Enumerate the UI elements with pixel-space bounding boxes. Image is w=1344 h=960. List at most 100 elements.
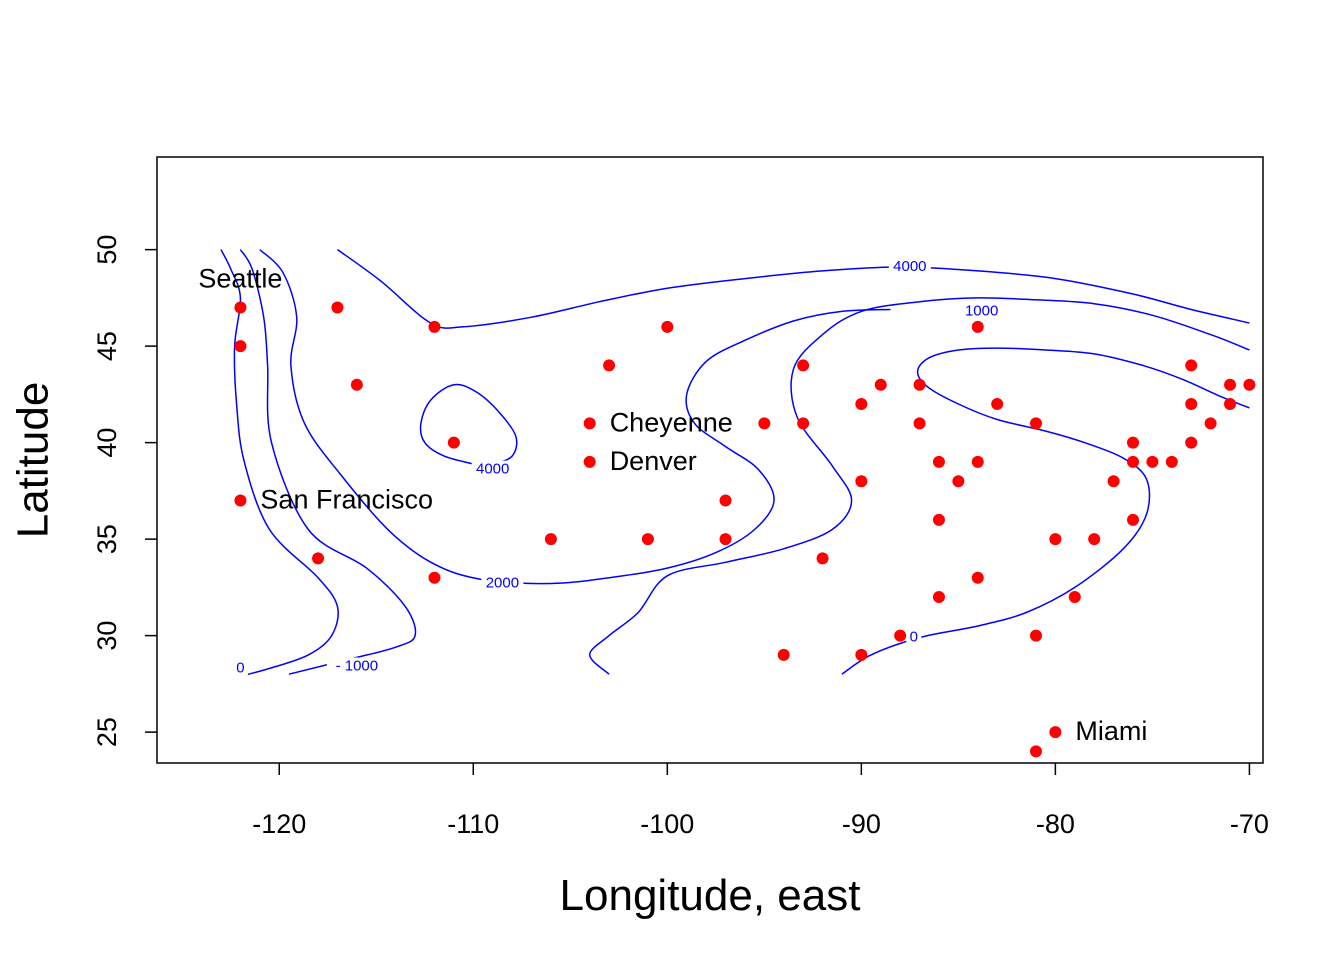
- data-point: [1185, 359, 1198, 372]
- contour-label: 0: [236, 659, 244, 676]
- data-point: [874, 378, 887, 391]
- data-point: [1049, 726, 1062, 739]
- contour-label: 2000: [486, 574, 519, 591]
- x-tick-label: -70: [1230, 809, 1269, 839]
- contour-label-background: [232, 659, 248, 678]
- contour-line-1000: [239, 249, 417, 675]
- city-label: Seattle: [198, 264, 282, 294]
- data-point: [1107, 475, 1120, 488]
- y-tick-label: 25: [92, 717, 122, 747]
- contour-line-2000: [259, 249, 891, 585]
- data-point: [234, 494, 247, 507]
- data-point: [1126, 513, 1139, 526]
- data-point: [1049, 533, 1062, 546]
- x-axis-title: Longitude, east: [560, 871, 861, 920]
- x-tick-label: -120: [252, 809, 306, 839]
- data-point: [797, 417, 810, 430]
- data-point: [932, 455, 945, 468]
- y-tick-label: 45: [92, 331, 122, 361]
- data-point: [855, 398, 868, 411]
- data-point: [913, 378, 926, 391]
- city-label: Miami: [1075, 716, 1147, 746]
- contour-label: 0: [910, 629, 918, 646]
- contour-label: - 1000: [336, 657, 379, 674]
- contour-label: 1000: [965, 302, 998, 319]
- data-point: [544, 533, 557, 546]
- data-point: [991, 398, 1004, 411]
- city-label: Cheyenne: [610, 407, 733, 437]
- y-axis-title: Latitude: [9, 382, 58, 539]
- contour-label-background: [326, 657, 387, 676]
- contour-label-background: [888, 258, 931, 277]
- data-point: [583, 455, 596, 468]
- data-point: [719, 533, 732, 546]
- x-axis: -120 -110 -100 -90 -80 -70: [252, 763, 1269, 839]
- contour-label-background: [481, 574, 524, 593]
- data-point: [1224, 378, 1237, 391]
- data-point: [719, 494, 732, 507]
- city-labels: Seattle San Francisco Cheyenne Denver Miami: [198, 264, 1147, 747]
- data-point: [447, 436, 460, 449]
- data-point: [1204, 417, 1217, 430]
- contour-label-background: [471, 460, 514, 479]
- data-point: [952, 475, 965, 488]
- data-point: [894, 629, 907, 642]
- y-tick-label: 50: [92, 235, 122, 265]
- contour-lines: [220, 248, 1250, 677]
- data-point: [234, 301, 247, 314]
- y-tick-label: 30: [92, 621, 122, 651]
- data-point: [758, 417, 771, 430]
- data-point: [816, 552, 829, 565]
- data-point: [1165, 455, 1178, 468]
- x-tick-label: -100: [640, 809, 694, 839]
- contour-line-0: [841, 347, 1250, 675]
- data-point: [932, 513, 945, 526]
- contour-line-1000: [588, 297, 1250, 675]
- y-tick-label: 35: [92, 524, 122, 554]
- data-point: [428, 571, 441, 584]
- data-points: [234, 301, 1256, 758]
- data-point: [350, 378, 363, 391]
- contour-line-4000: [419, 383, 518, 466]
- data-point: [641, 533, 654, 546]
- contour-label-background: [960, 302, 1003, 321]
- data-point: [1029, 629, 1042, 642]
- data-point: [1088, 533, 1101, 546]
- data-point: [971, 571, 984, 584]
- data-point: [331, 301, 344, 314]
- data-point: [234, 340, 247, 353]
- contour-label: 4000: [893, 258, 926, 275]
- data-point: [583, 417, 596, 430]
- data-point: [1243, 378, 1256, 391]
- y-tick-label: 40: [92, 428, 122, 458]
- data-point: [1185, 436, 1198, 449]
- contour-label: 4000: [476, 461, 509, 478]
- plot-border: [156, 156, 1264, 764]
- data-point: [1029, 417, 1042, 430]
- contour-line-4000: [337, 248, 1250, 329]
- data-point: [312, 552, 325, 565]
- city-label: San Francisco: [260, 485, 433, 515]
- data-point: [428, 320, 441, 333]
- data-point: [971, 320, 984, 333]
- data-point: [1146, 455, 1159, 468]
- x-tick-label: -90: [842, 809, 881, 839]
- data-point: [971, 455, 984, 468]
- data-point: [855, 648, 868, 661]
- data-point: [1126, 455, 1139, 468]
- y-axis: 25 30 35 40 45 50: [92, 235, 157, 747]
- data-point: [1224, 398, 1237, 411]
- data-point: [932, 591, 945, 604]
- data-point: [913, 417, 926, 430]
- contour-labels: 0 - 1000 2000 4000 4000 1000 0: [232, 258, 1003, 678]
- contour-line-0: [220, 249, 339, 677]
- data-point: [777, 648, 790, 661]
- contour-label-background: [906, 628, 922, 647]
- data-point: [1185, 398, 1198, 411]
- data-point: [661, 320, 674, 333]
- data-point: [1068, 591, 1081, 604]
- data-point: [1126, 436, 1139, 449]
- x-tick-label: -80: [1036, 809, 1075, 839]
- city-label: Denver: [610, 446, 697, 476]
